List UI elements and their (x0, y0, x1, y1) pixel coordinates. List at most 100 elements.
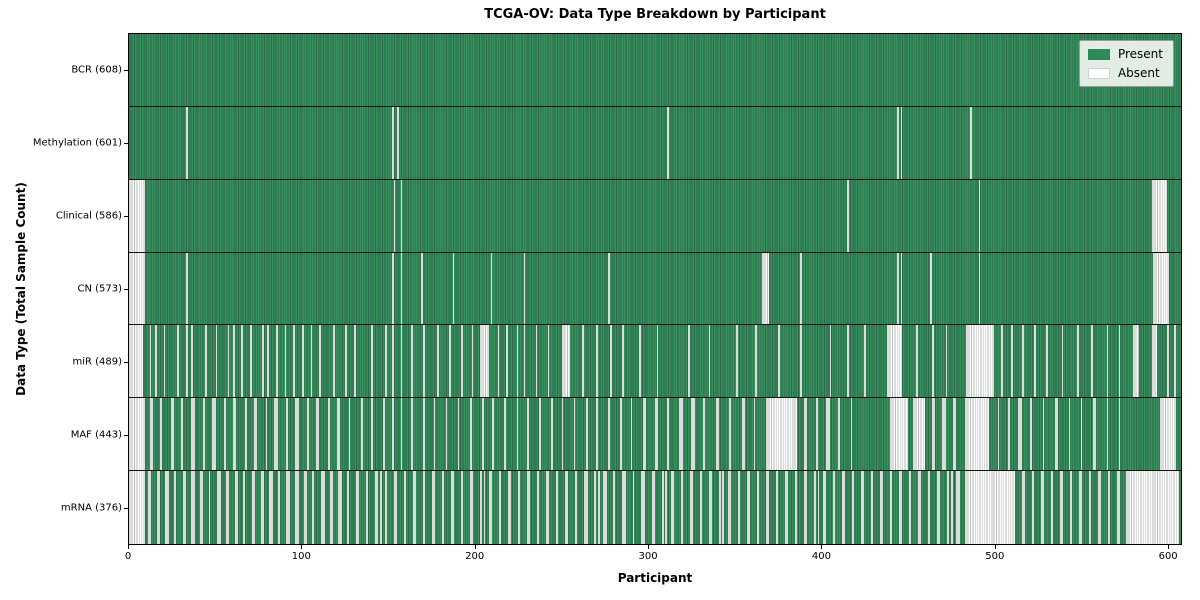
heatmap-row-bcr (129, 34, 1181, 107)
absent-segment (431, 471, 436, 544)
absent-segment (918, 471, 922, 544)
absent-segment (667, 106, 669, 179)
absent-segment (1132, 325, 1140, 398)
absent-segment (950, 471, 953, 544)
absent-segment (262, 325, 264, 398)
y-tick-mark (124, 362, 128, 364)
absent-segment (400, 179, 403, 252)
absent-segment (481, 398, 484, 471)
absent-segment (964, 398, 989, 471)
absent-segment (483, 471, 486, 544)
absent-segment (556, 471, 559, 544)
absent-segment (582, 325, 585, 398)
absent-segment (523, 252, 526, 325)
absent-segment (445, 398, 448, 471)
absent-segment (916, 325, 918, 398)
absent-segment (545, 471, 550, 544)
absent-segment (603, 471, 607, 544)
absent-segment (687, 325, 690, 398)
absent-segment (274, 398, 278, 471)
plot-area: Present Absent (128, 33, 1182, 545)
absent-segment (392, 325, 394, 398)
absent-segment (165, 471, 169, 544)
absent-segment (526, 471, 531, 544)
absent-segment (244, 398, 247, 471)
absent-segment (661, 471, 664, 544)
absent-segment (177, 325, 180, 398)
absent-segment (163, 325, 166, 398)
absent-segment (1151, 179, 1168, 252)
absent-segment (208, 471, 211, 544)
absent-segment (227, 325, 230, 398)
absent-segment (656, 325, 659, 398)
absent-segment (741, 398, 745, 471)
absent-segment (765, 471, 770, 544)
y-tick-mark (124, 508, 128, 510)
absent-segment (374, 471, 379, 544)
absent-segment (442, 471, 444, 544)
absent-segment (897, 106, 899, 179)
absent-segment (347, 471, 349, 544)
absent-segment (516, 325, 519, 398)
absent-segment (469, 398, 472, 471)
absent-segment (699, 471, 702, 544)
absent-segment (1059, 471, 1064, 544)
absent-segment (1097, 471, 1102, 544)
absent-segment (703, 398, 706, 471)
absent-segment (777, 325, 780, 398)
absent-segment (1091, 325, 1093, 398)
absent-segment (1054, 398, 1059, 471)
absent-segment (353, 325, 356, 398)
absent-segment (234, 471, 238, 544)
x-tick-mark (648, 545, 650, 549)
absent-segment (1118, 325, 1121, 398)
absent-segment (217, 471, 221, 544)
absent-segment (336, 398, 341, 471)
absent-segment (160, 398, 162, 471)
absent-segment (360, 398, 363, 471)
absent-segment (497, 325, 500, 398)
absent-segment (608, 252, 610, 325)
y-tick-mark (124, 215, 128, 217)
legend-absent-swatch (1087, 67, 1110, 79)
absent-segment (156, 471, 161, 544)
absent-segment (1153, 252, 1169, 325)
absent-segment (461, 325, 463, 398)
absent-segment (1033, 325, 1036, 398)
absent-segment (506, 325, 508, 398)
absent-segment (1051, 471, 1053, 544)
y-tick-label: MAF (443) (70, 429, 122, 441)
absent-segment (755, 325, 758, 398)
absent-segment (516, 398, 519, 471)
absent-segment (897, 252, 899, 325)
absent-segment (421, 252, 424, 325)
absent-segment (412, 471, 417, 544)
absent-segment (1021, 325, 1024, 398)
absent-segment (203, 398, 206, 471)
absent-segment (225, 471, 230, 544)
absent-segment (930, 252, 932, 325)
absent-segment (978, 179, 981, 252)
absent-segment (348, 398, 351, 471)
absent-segment (436, 325, 439, 398)
absent-segment (585, 398, 588, 471)
absent-segment (596, 398, 598, 471)
absent-segment (551, 398, 553, 471)
absent-segment (890, 471, 893, 544)
absent-segment (800, 325, 803, 398)
absent-segment (584, 471, 588, 544)
absent-segment (315, 398, 320, 471)
absent-segment (397, 106, 399, 179)
absent-segment (814, 471, 816, 544)
absent-segment (1030, 398, 1033, 471)
heatmap-row-maf (129, 398, 1181, 472)
absent-segment (224, 398, 226, 471)
x-tick-label: 500 (985, 551, 1005, 562)
absent-segment (1007, 398, 1010, 471)
absent-segment (492, 398, 495, 471)
absent-segment (753, 398, 756, 471)
x-tick-mark (821, 545, 823, 549)
absent-segment (191, 325, 193, 398)
absent-segment (241, 325, 244, 398)
